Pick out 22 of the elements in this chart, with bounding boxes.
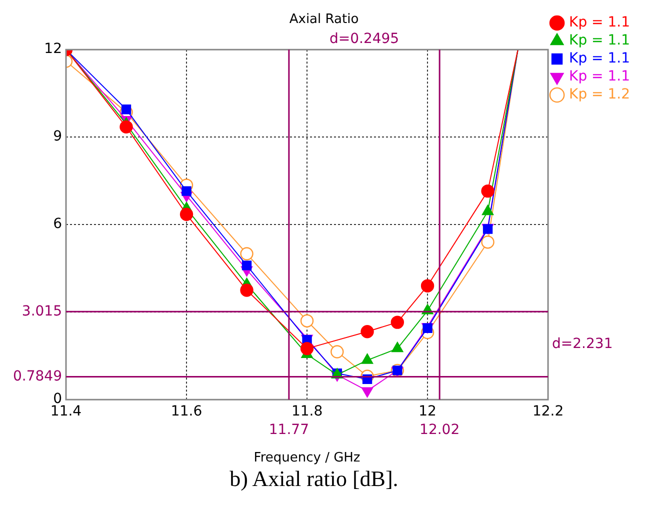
legend-label: Kp = 1.1 [569,68,630,85]
x-tick-label: 11.8 [291,404,323,420]
chart-title: Axial Ratio [289,12,359,28]
ref-line-label: 3.015 [22,303,62,320]
ref-line-label: 12.02 [420,422,460,438]
legend-label: Kp = 1.1 [569,50,630,67]
x-tick-label: 12.2 [532,404,564,420]
text: b) Axial ratio [dB]. [228,466,400,492]
ref-line-label: 0.7849 [13,368,62,384]
x-tick-label: 12 [418,404,436,420]
y-tick-label: 6 [53,216,62,232]
legend-label: Kp = 1.1 [569,14,630,31]
x-tick-label: 11.4 [50,404,82,420]
y-tick-label: 12 [44,41,62,58]
x-axis-title: Frequency / GHz [254,450,360,466]
legend-label: Kp = 1.2 [569,86,630,103]
x-tick-label: 11.6 [170,404,202,420]
text: d=0.2495 [329,31,400,48]
text: d=2.231 [552,336,613,352]
legend-label: Kp = 1.1 [569,32,630,49]
ref-line-label: 11.77 [268,422,309,438]
y-tick-label: 9 [53,128,62,145]
